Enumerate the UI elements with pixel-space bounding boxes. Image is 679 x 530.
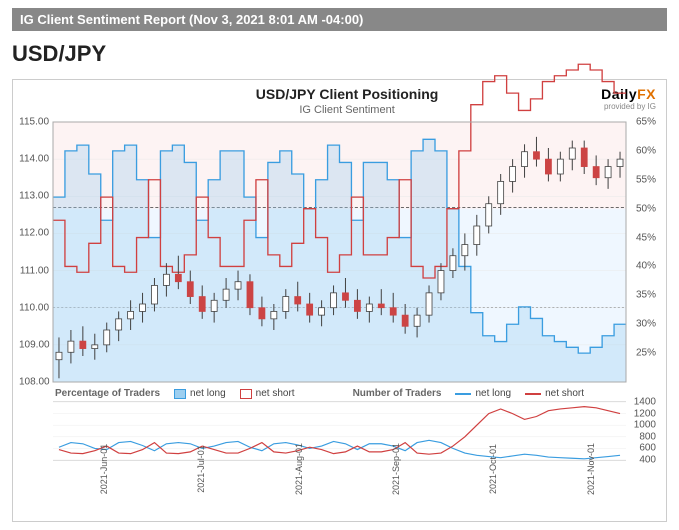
y-left-tick: 109.00 (19, 339, 49, 350)
x-tick: 2021-Aug-01 (294, 443, 304, 495)
y-left-tick: 113.00 (19, 191, 49, 202)
y-right-tick: 55% (636, 174, 656, 185)
x-tick: 2021-Jul-01 (196, 445, 206, 493)
y-sub-tick: 600 (639, 443, 656, 454)
report-title: IG Client Sentiment Report (Nov 3, 2021 … (12, 8, 667, 31)
y-right-tick: 50% (636, 203, 656, 214)
y-right-tick: 65% (636, 117, 656, 128)
brand-logo: DailyFX provided by IG (601, 86, 656, 111)
x-axis: 2021-Jun-012021-Jul-012021-Aug-012021-Se… (53, 461, 626, 521)
y-sub-tick: 800 (639, 431, 656, 442)
y-right-tick: 35% (636, 290, 656, 301)
x-tick: 2021-Jun-01 (99, 444, 109, 495)
legend-percentage: Percentage of Traders net long net short… (55, 388, 666, 399)
y-left-tick: 112.00 (19, 228, 49, 239)
chart-title: USD/JPY Client Positioning (93, 86, 601, 102)
y-left-tick: 108.00 (19, 377, 49, 388)
y-sub-tick: 1000 (634, 420, 656, 431)
y-right-tick: 30% (636, 319, 656, 330)
chart-container: USD/JPY Client Positioning IG Client Sen… (12, 79, 667, 522)
y-right-tick: 45% (636, 232, 656, 243)
y-left-tick: 111.00 (19, 265, 49, 276)
y-right-tick: 25% (636, 348, 656, 359)
y-right-tick: 60% (636, 145, 656, 156)
y-sub-tick: 1200 (634, 408, 656, 419)
y-left-tick: 115.00 (19, 117, 49, 128)
y-sub-tick: 1400 (634, 397, 656, 408)
y-left-tick: 114.00 (19, 154, 49, 165)
pair-title: USD/JPY (12, 41, 667, 67)
y-sub-tick: 400 (639, 455, 656, 466)
y-left-tick: 110.00 (19, 302, 49, 313)
x-tick: 2021-Nov-01 (586, 443, 596, 495)
y-right-tick: 40% (636, 261, 656, 272)
main-chart: 108.00109.00110.00111.00112.00113.00114.… (53, 122, 626, 382)
sub-chart: 400600800100012001400 (53, 401, 626, 461)
x-tick: 2021-Oct-01 (488, 444, 498, 494)
x-tick: 2021-Sep-01 (391, 443, 401, 495)
